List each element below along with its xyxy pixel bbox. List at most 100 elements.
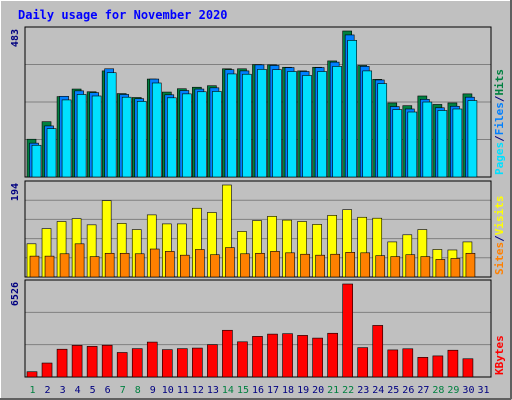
x-tick-label: 1 <box>30 385 36 396</box>
bar-sites-day-15 <box>240 253 250 278</box>
bar-kbytes-day-11 <box>177 348 188 378</box>
x-tick-label: 30 <box>462 385 474 396</box>
x-tick-label: 25 <box>387 385 399 396</box>
bar-sites-day-28 <box>435 259 446 278</box>
bar-sites-day-23 <box>360 252 371 278</box>
bar-sites-day-22 <box>345 252 355 278</box>
legend-part: Files <box>493 102 506 135</box>
bar-kbytes-day-6 <box>101 344 113 378</box>
x-tick-label: 9 <box>150 385 156 396</box>
bar-kbytes-day-12 <box>192 347 203 378</box>
x-tick-label: 20 <box>312 385 324 396</box>
bar-sites-day-3 <box>59 253 70 278</box>
bar-pages-day-10 <box>166 97 177 178</box>
x-tick-label: 23 <box>357 385 369 396</box>
bar-sites-day-24 <box>375 255 386 278</box>
bar-sites-day-19 <box>300 253 310 278</box>
bar-kbytes-day-15 <box>237 341 248 378</box>
bar-sites-day-27 <box>420 256 431 278</box>
bar-pages-day-24 <box>377 83 388 178</box>
x-tick-label: 14 <box>222 385 234 396</box>
legend-part: KBytes <box>493 335 506 375</box>
bar-pages-day-27 <box>422 101 433 178</box>
bar-kbytes-day-5 <box>86 346 98 378</box>
x-tick-label: 29 <box>447 385 459 396</box>
x-tick-label: 31 <box>477 385 489 396</box>
x-tick-label: 28 <box>432 385 444 396</box>
bar-kbytes-day-16 <box>252 336 263 378</box>
bar-pages-day-25 <box>392 109 403 178</box>
x-tick-label: 4 <box>75 385 81 396</box>
bar-kbytes-day-27 <box>417 357 429 378</box>
bar-kbytes-day-3 <box>56 348 68 378</box>
bar-pages-day-18 <box>287 71 297 178</box>
bar-kbytes-day-23 <box>357 347 369 378</box>
bar-kbytes-day-26 <box>402 348 414 378</box>
bar-pages-day-16 <box>257 69 267 178</box>
bar-kbytes-day-8 <box>131 348 143 378</box>
x-tick-label: 15 <box>237 385 249 396</box>
bar-sites-day-9 <box>149 248 160 278</box>
bar-kbytes-day-25 <box>387 349 399 378</box>
legend-part: / <box>493 235 506 242</box>
bar-kbytes-day-18 <box>282 333 293 378</box>
bar-pages-day-5 <box>91 95 102 178</box>
bar-pages-day-21 <box>332 66 342 178</box>
bar-kbytes-day-7 <box>116 352 128 378</box>
bar-sites-day-10 <box>164 251 175 278</box>
legend-part: Pages <box>493 142 506 175</box>
panel-2: 194 Sites/Visits <box>10 180 506 278</box>
bar-kbytes-day-22 <box>342 283 353 378</box>
legend-label: Sites/Visits <box>493 196 506 276</box>
bar-pages-day-3 <box>61 99 72 178</box>
x-tick-label: 27 <box>417 385 429 396</box>
bar-kbytes-day-28 <box>432 355 444 378</box>
x-tick-label: 6 <box>105 385 111 396</box>
bar-kbytes-day-13 <box>207 344 218 378</box>
bar-sites-day-4 <box>74 243 85 278</box>
x-tick-label: 12 <box>192 385 204 396</box>
bar-sites-day-21 <box>330 253 340 278</box>
bar-pages-day-15 <box>242 73 252 178</box>
bar-pages-day-1 <box>31 144 42 178</box>
bar-sites-day-13 <box>210 254 220 278</box>
bar-pages-day-12 <box>197 91 207 178</box>
x-tick-label: 18 <box>282 385 294 396</box>
bar-pages-day-26 <box>407 111 418 178</box>
x-tick-label: 11 <box>177 385 189 396</box>
panel-3: 6526 KBytes <box>10 279 506 378</box>
bar-sites-day-2 <box>44 255 55 278</box>
x-tick-label: 10 <box>162 385 174 396</box>
bar-sites-day-5 <box>89 256 100 278</box>
bar-kbytes-day-9 <box>146 341 158 378</box>
bar-sites-day-14 <box>225 247 235 278</box>
bar-pages-day-14 <box>227 73 237 178</box>
x-tick-label: 21 <box>327 385 339 396</box>
bar-sites-day-8 <box>134 253 145 278</box>
bar-sites-day-29 <box>450 258 461 278</box>
bar-kbytes-day-4 <box>71 345 83 378</box>
bar-sites-day-1 <box>29 255 40 278</box>
bar-pages-day-11 <box>182 93 192 178</box>
bar-kbytes-day-1 <box>26 371 38 378</box>
x-tick-label: 7 <box>120 385 126 396</box>
bar-kbytes-day-14 <box>222 329 233 378</box>
bar-pages-day-23 <box>362 70 373 178</box>
bar-sites-day-20 <box>315 254 325 278</box>
x-tick-label: 2 <box>45 385 51 396</box>
legend-part: Sites <box>493 242 506 275</box>
bar-pages-day-9 <box>151 82 162 178</box>
bar-kbytes-day-29 <box>447 349 459 378</box>
bar-sites-day-12 <box>195 249 205 278</box>
bar-sites-day-26 <box>405 254 416 278</box>
bar-sites-day-30 <box>465 252 476 278</box>
bar-sites-day-18 <box>285 252 295 278</box>
bar-kbytes-day-2 <box>41 362 53 378</box>
bar-sites-day-7 <box>119 252 130 278</box>
legend-part: Hits <box>493 69 506 96</box>
bar-pages-day-13 <box>212 91 222 178</box>
bar-kbytes-day-24 <box>372 325 384 378</box>
bar-kbytes-day-30 <box>462 358 474 378</box>
bar-kbytes-day-21 <box>327 332 338 378</box>
